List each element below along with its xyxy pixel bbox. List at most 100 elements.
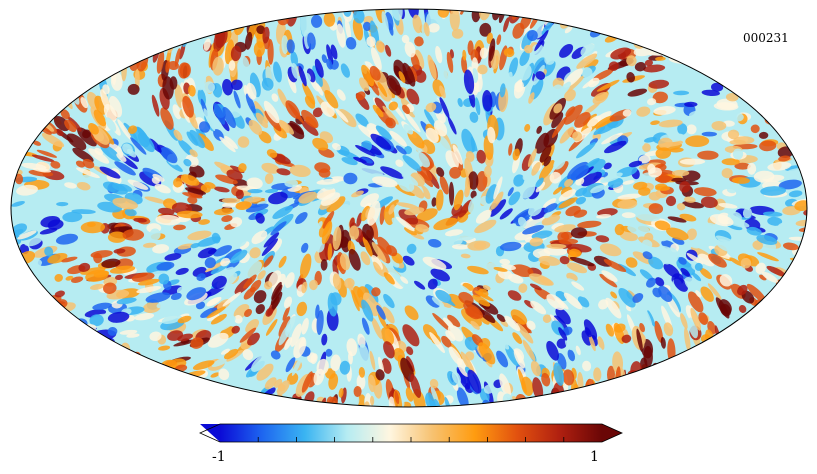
field-blob [433, 120, 448, 137]
field-blob [559, 255, 570, 265]
field-blob [197, 236, 221, 247]
field-blob [406, 88, 420, 106]
field-blob [665, 195, 677, 207]
field-blob [711, 82, 724, 92]
field-blob [531, 43, 544, 58]
field-blob [518, 283, 528, 293]
field-blob [669, 360, 677, 369]
field-blob [11, 154, 18, 166]
field-blob [21, 162, 47, 170]
field-blob [360, 157, 373, 164]
field-blob [112, 197, 138, 210]
field-blob [376, 305, 386, 320]
field-blob [371, 255, 383, 271]
field-blob [326, 44, 334, 65]
field-blob [527, 148, 537, 167]
field-blob [177, 243, 194, 250]
field-blob [14, 173, 24, 185]
field-blob [553, 156, 566, 170]
field-blob [149, 331, 162, 342]
field-blob [701, 89, 720, 97]
field-blob [534, 30, 549, 52]
field-blob [402, 324, 420, 347]
field-blob [499, 241, 522, 252]
field-blob [435, 189, 444, 211]
field-blob [263, 232, 280, 248]
field-blob [197, 133, 214, 152]
field-blob [173, 129, 183, 141]
field-blob [273, 61, 282, 83]
field-blob [396, 202, 418, 209]
field-blob [194, 67, 207, 91]
field-blob [556, 35, 569, 48]
field-blob [206, 313, 220, 322]
field-blob [133, 217, 147, 223]
field-blob [258, 131, 272, 144]
field-blob [314, 58, 324, 78]
field-blob [587, 115, 602, 128]
field-blob [285, 357, 296, 373]
field-blob [330, 354, 341, 372]
field-blob [370, 133, 392, 150]
field-blob [522, 172, 529, 181]
field-blob [467, 369, 482, 394]
field-blob [508, 191, 521, 206]
field-blob [325, 348, 333, 357]
field-blob [746, 283, 767, 303]
field-blob [351, 190, 364, 198]
field-blob [680, 267, 690, 277]
field-blob [496, 350, 509, 368]
field-blob [558, 197, 578, 209]
field-blob [499, 83, 506, 98]
field-blob [281, 35, 289, 55]
field-blob [251, 230, 268, 245]
field-blob [199, 121, 211, 133]
field-blob [278, 323, 291, 346]
field-blob [725, 92, 739, 102]
field-blob [493, 176, 503, 200]
field-blob [353, 9, 365, 24]
field-blob [756, 234, 778, 245]
field-blob [300, 253, 312, 279]
field-blob [288, 102, 304, 124]
field-blob [571, 281, 585, 291]
field-blob [588, 334, 596, 352]
field-blob [530, 300, 547, 315]
field-blob [361, 64, 375, 87]
field-blob [222, 291, 242, 307]
field-blob [11, 201, 25, 207]
field-blob [658, 137, 673, 149]
field-blob [226, 169, 243, 181]
field-blob [619, 230, 638, 242]
field-blob [727, 129, 740, 140]
field-blob [526, 30, 538, 41]
field-blob [721, 158, 740, 166]
field-blob [80, 97, 88, 109]
field-blob [622, 180, 635, 185]
field-blob [478, 342, 496, 365]
field-blob [271, 291, 283, 311]
field-blob [621, 212, 636, 219]
field-blob [173, 339, 196, 347]
field-blob [652, 91, 668, 104]
field-blob [210, 313, 227, 325]
field-blob [622, 109, 632, 117]
field-blob [598, 299, 609, 310]
field-blob [344, 277, 355, 289]
field-blob [671, 169, 690, 177]
field-blob [654, 320, 664, 343]
field-blob [101, 258, 121, 268]
field-blob [88, 122, 99, 135]
field-blob [646, 277, 656, 288]
field-blob [564, 26, 573, 34]
field-blob [398, 71, 406, 83]
field-blob [206, 296, 222, 307]
field-blob [504, 315, 521, 332]
field-blob [134, 312, 155, 321]
field-blob [203, 108, 215, 130]
field-blob [761, 271, 779, 283]
field-blob [777, 222, 790, 234]
field-blob [192, 360, 215, 370]
field-blob [490, 191, 504, 210]
field-blob [158, 207, 175, 216]
